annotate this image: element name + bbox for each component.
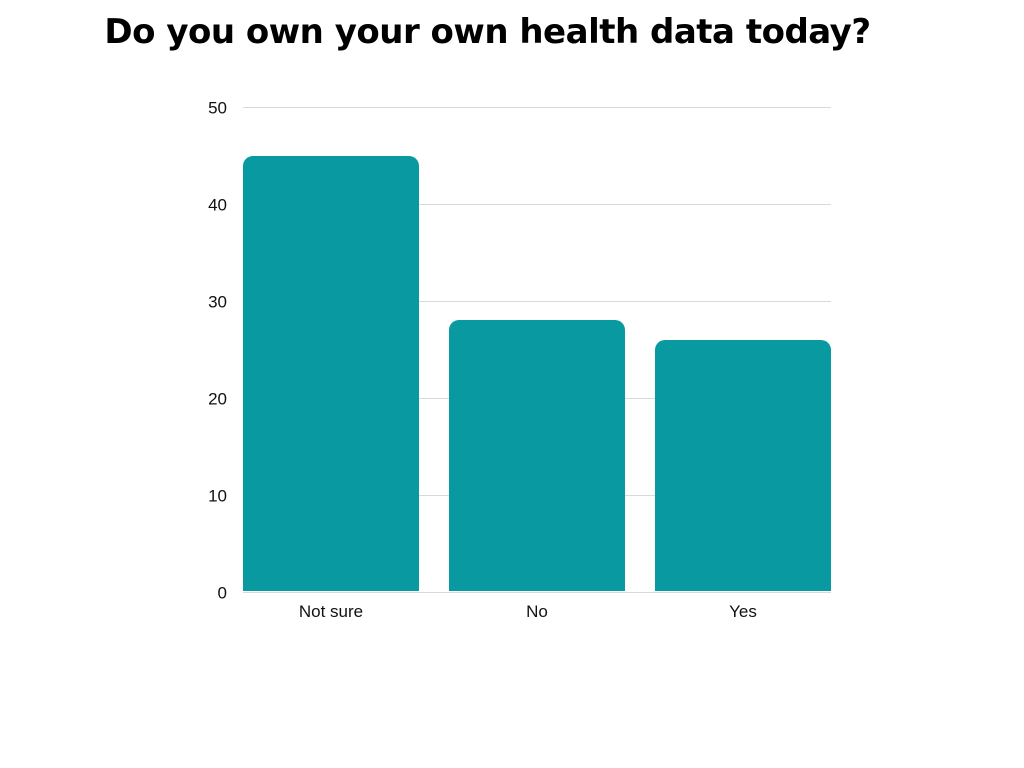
y-axis-tick-label: 40 <box>208 195 227 215</box>
x-axis-label-yes: Yes <box>729 602 757 621</box>
y-axis-tick-label: 20 <box>208 389 227 409</box>
gridline <box>243 107 831 108</box>
plot-area: 0 10 20 30 40 50 Not sure No Yes <box>208 100 831 621</box>
gridline <box>243 204 831 205</box>
y-axis-tick-label: 50 <box>208 98 227 118</box>
bar-not-sure <box>243 155 419 591</box>
chart-title: Do you own your own health data today? <box>104 12 871 52</box>
y-axis-tick-label: 10 <box>208 486 227 506</box>
bar-no <box>449 320 625 591</box>
gridline <box>243 301 831 302</box>
x-axis-label-not-sure: Not sure <box>298 602 364 621</box>
y-axis-tick-label: 0 <box>217 583 227 603</box>
y-axis-tick-label: 30 <box>208 292 227 312</box>
gridline <box>243 592 831 593</box>
bar-yes <box>655 339 831 591</box>
x-axis-label-no: No <box>526 602 548 621</box>
